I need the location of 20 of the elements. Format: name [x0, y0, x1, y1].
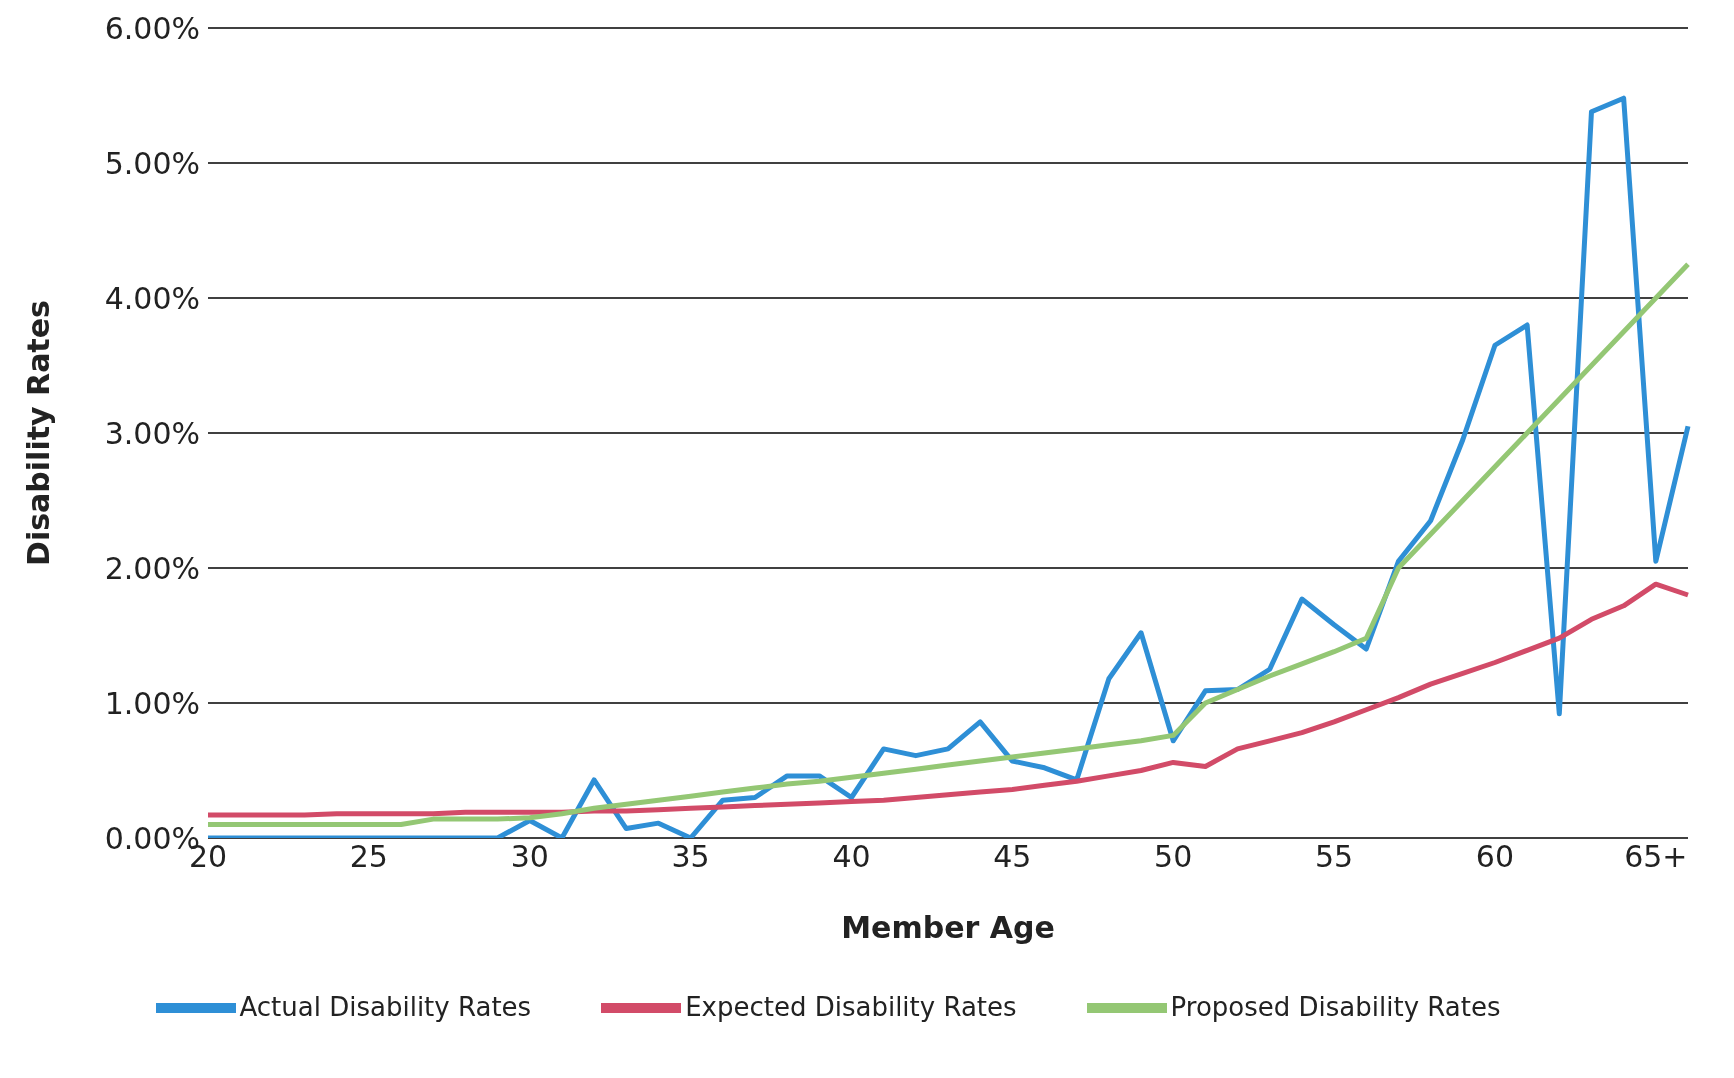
x-tick-label: 50: [1154, 839, 1193, 875]
y-tick-label: 3.00%: [104, 415, 200, 451]
y-tick-label: 1.00%: [104, 685, 200, 721]
y-tick-label: 4.00%: [104, 280, 200, 316]
y-axis-title: Disability Rates: [20, 300, 56, 566]
x-tick-label: 40: [832, 839, 871, 875]
x-tick-label: 25: [349, 839, 388, 875]
legend-label: Proposed Disability Rates: [1170, 991, 1501, 1022]
legend-label: Actual Disability Rates: [239, 991, 532, 1022]
y-tick-label: 5.00%: [104, 145, 200, 181]
y-tick-label: 2.00%: [104, 550, 200, 586]
y-tick-label: 6.00%: [104, 10, 200, 46]
legend-label: Expected Disability Rates: [685, 991, 1017, 1022]
x-tick-label: 65+: [1624, 839, 1688, 875]
x-tick-label: 30: [510, 839, 549, 875]
x-tick-label: 45: [993, 839, 1032, 875]
x-tick-label: 55: [1314, 839, 1354, 875]
x-tick-label: 35: [671, 839, 710, 875]
x-axis-title: Member Age: [841, 910, 1055, 945]
x-tick-label: 60: [1475, 839, 1515, 875]
